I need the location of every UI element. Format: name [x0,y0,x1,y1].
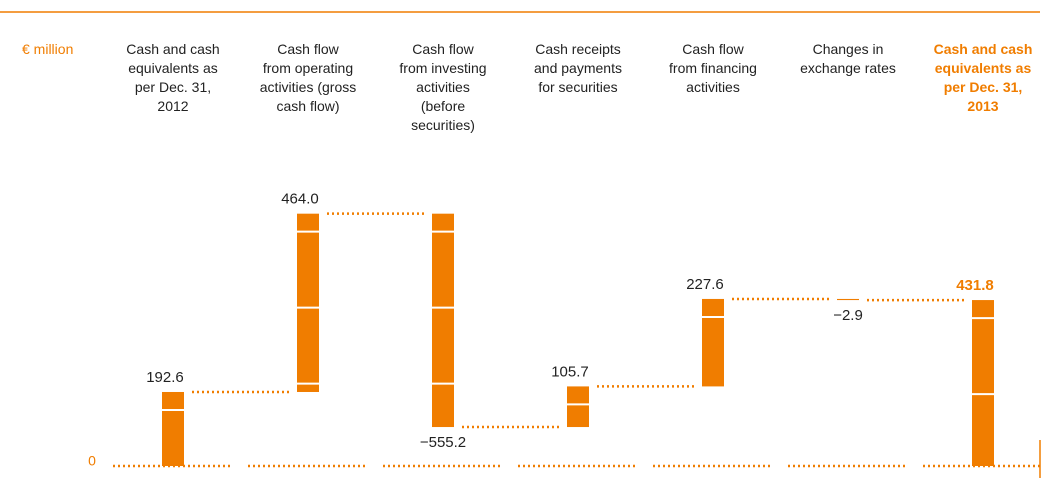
category-label: Cash flow from financing activities [669,41,757,95]
bar [162,391,184,466]
value-label: 464.0 [281,191,319,208]
bar [702,298,724,387]
y-label: € million [22,41,74,57]
category-label: Cash and cash equivalents as per Dec. 31… [126,41,220,114]
value-label: −555.2 [420,434,466,451]
bar [567,386,589,428]
category-label: Cash and cash equivalents as per Dec. 31… [933,41,1033,114]
value-label: 431.8 [956,277,994,294]
category-label: Cash flow from operating activities (gro… [259,41,357,114]
bar [972,300,994,466]
bar [837,298,859,301]
category-label: Cash receipts and payments for securitie… [534,41,622,95]
category-label: Cash flow from investing activities (bef… [399,41,487,133]
value-label: 105.7 [551,363,589,380]
bar [297,213,319,392]
value-label: 227.6 [686,276,724,293]
y-tick-label: 0 [88,453,96,469]
value-label: 192.6 [146,369,184,386]
value-label: −2.9 [833,307,863,324]
bar [432,213,454,428]
category-label: Changes in exchange rates [800,41,896,76]
